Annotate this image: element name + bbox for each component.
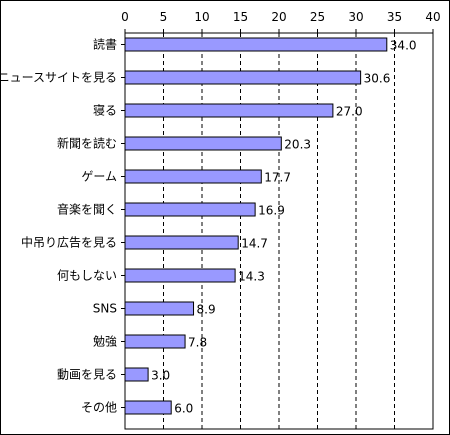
bar-9 <box>124 334 186 349</box>
bar-1 <box>124 70 362 85</box>
value-label: 20.3 <box>284 138 311 152</box>
category-label: 勉強 <box>93 335 117 349</box>
value-label: 27.0 <box>336 105 363 119</box>
bar-4 <box>124 169 262 184</box>
category-label: 何もしない <box>57 269 117 283</box>
bar-10 <box>124 367 149 382</box>
x-tick-label-40: 40 <box>425 10 440 24</box>
bar-8 <box>124 301 195 316</box>
grid-lines <box>163 33 395 429</box>
value-label: 14.3 <box>238 270 265 284</box>
category-label: 新聞を読む <box>57 136 117 151</box>
x-tick-label-15: 15 <box>233 10 248 24</box>
category-label: 動画を見る <box>57 368 117 382</box>
bar-11 <box>124 400 172 415</box>
plot-area <box>124 32 434 430</box>
category-label: その他 <box>81 401 117 415</box>
value-label: 30.6 <box>364 72 391 86</box>
x-tick-label-35: 35 <box>387 10 402 24</box>
bars <box>124 37 388 415</box>
bar-6 <box>124 235 239 250</box>
category-label: ニュースサイトを見る <box>1 71 117 85</box>
value-label: 7.8 <box>188 336 207 350</box>
bar-5 <box>124 202 256 217</box>
axes: 0 5 10 15 20 25 30 35 40 <box>121 10 441 430</box>
value-label: 8.9 <box>197 303 216 317</box>
value-label: 16.9 <box>258 204 285 218</box>
value-label: 14.7 <box>241 237 268 251</box>
x-tick-label-10: 10 <box>194 10 209 24</box>
bar-0 <box>124 37 388 52</box>
value-label: 34.0 <box>390 39 417 53</box>
bar-3 <box>124 136 282 151</box>
labels: 読書 34.0 ニュースサイトを見る 30.6 寝る 27.0 新聞を読む 20.3 ゲーム 17… <box>1 37 417 416</box>
value-label: 6.0 <box>174 402 193 416</box>
value-label: 17.7 <box>264 171 291 185</box>
category-label: 中吊り広告を見る <box>21 235 117 250</box>
x-tick-label-20: 20 <box>271 10 286 24</box>
bar-2 <box>124 103 334 118</box>
x-tick-label-5: 5 <box>160 10 168 24</box>
value-label: 3.0 <box>151 369 170 383</box>
category-label: ゲーム <box>81 170 117 184</box>
bar-7 <box>124 268 236 283</box>
x-tick-label-25: 25 <box>310 10 325 24</box>
x-tick-label-30: 30 <box>348 10 363 24</box>
x-tick-label-0: 0 <box>121 10 129 24</box>
category-label: 寝る <box>93 103 117 118</box>
category-label: SNS <box>93 302 117 316</box>
category-label: 読書 <box>93 37 117 52</box>
category-label: 音楽を聞く <box>57 202 117 217</box>
